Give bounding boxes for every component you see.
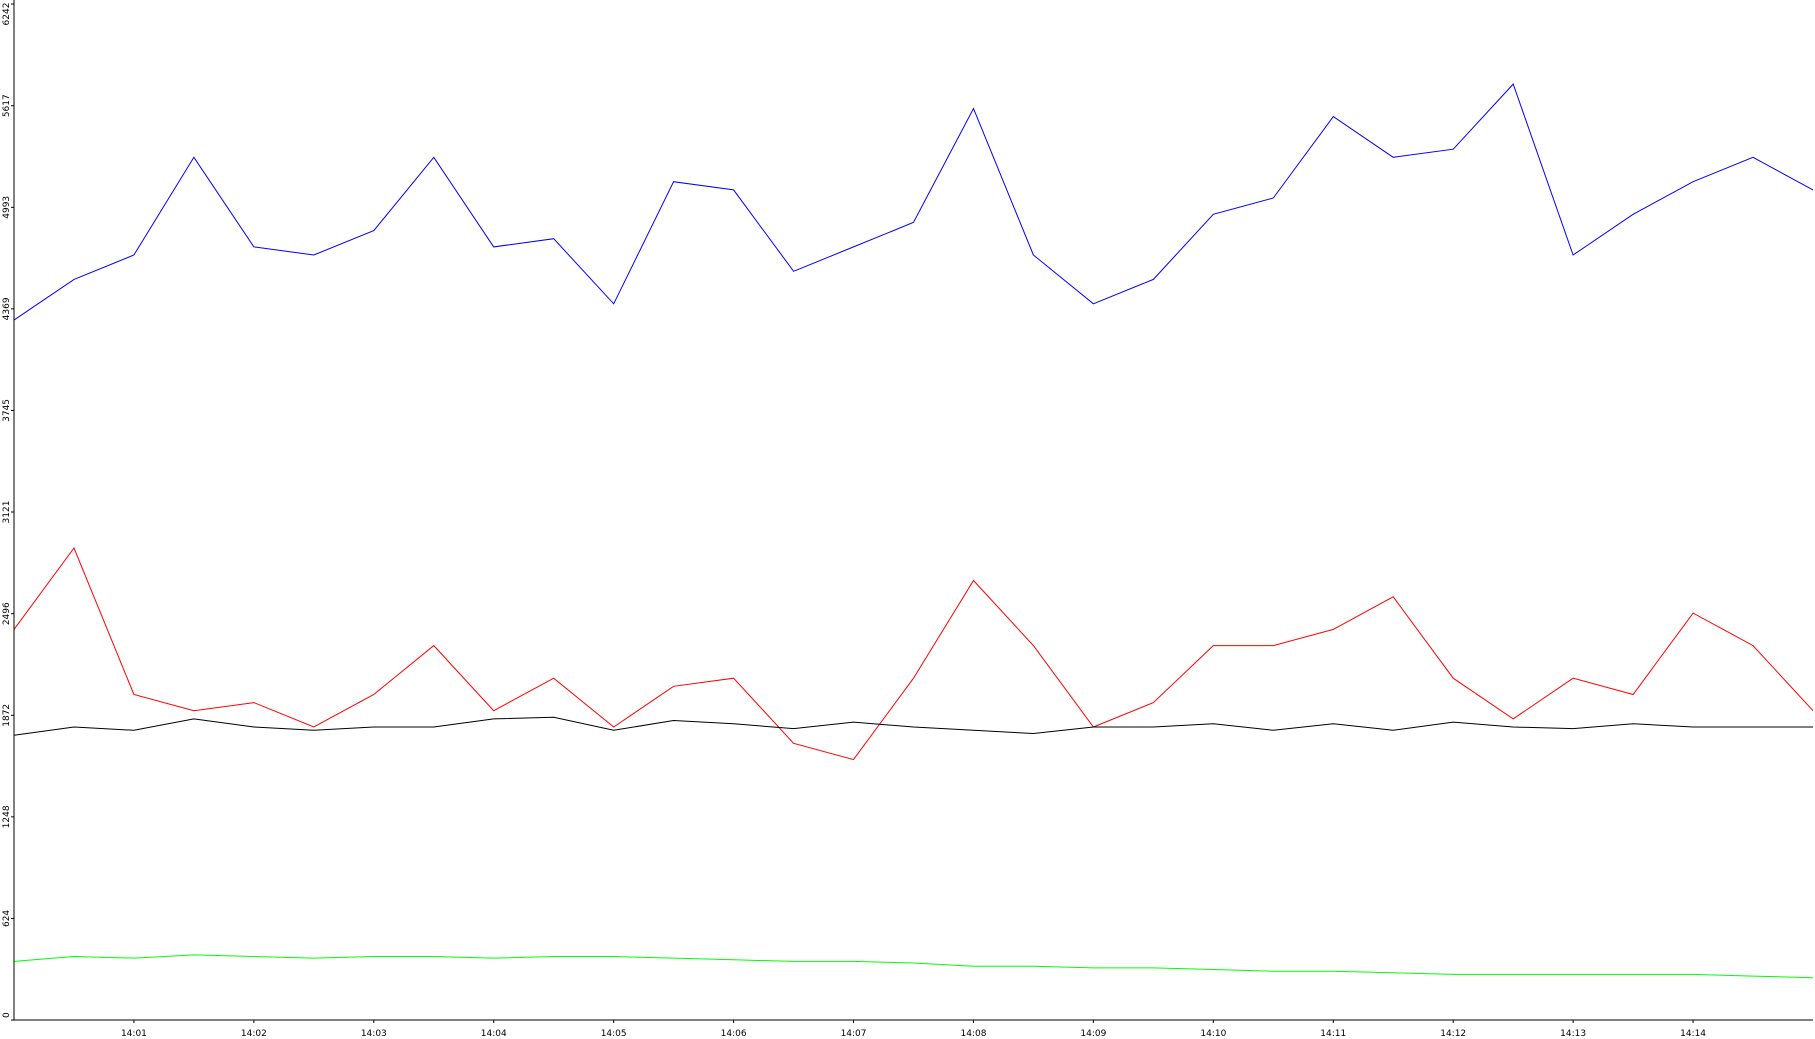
x-tick-label: 14:04 — [481, 1029, 507, 1039]
series-line-1 — [13, 83, 1814, 321]
y-tick-label: 2496 — [2, 602, 12, 625]
series-line-3 — [13, 716, 1813, 736]
x-tick-label: 14:02 — [241, 1029, 267, 1039]
y-axis-ticks: 0 624 1248 1872 2496 3121 3745 4369 4993 5617 6242 — [2, 3, 14, 1021]
y-tick-label: 1872 — [2, 704, 12, 727]
series-layer — [13, 83, 1814, 979]
y-tick-label: 6242 — [2, 3, 12, 26]
x-tick-label: 14:13 — [1560, 1029, 1586, 1039]
x-tick-label: 14:08 — [960, 1029, 986, 1039]
series-line-2 — [13, 546, 1814, 761]
x-tick-label: 14:11 — [1320, 1029, 1346, 1039]
x-tick-label: 14:03 — [361, 1029, 387, 1039]
x-tick-label: 14:05 — [601, 1029, 627, 1039]
x-tick-label: 14:07 — [841, 1029, 867, 1039]
x-tick-label: 14:12 — [1440, 1029, 1466, 1039]
x-tick-label: 14:14 — [1680, 1029, 1706, 1039]
y-tick-label: 3745 — [2, 399, 12, 422]
x-axis-ticks: 14:01 14:02 14:03 14:04 14:05 14:06 14:07 14:08… — [121, 1020, 1706, 1039]
y-tick-label: 4369 — [2, 297, 12, 320]
x-tick-label: 14:01 — [121, 1029, 147, 1039]
x-tick-label: 14:09 — [1080, 1029, 1106, 1039]
y-tick-label: 1248 — [2, 805, 12, 828]
y-tick-label: 624 — [2, 910, 12, 927]
x-tick-label: 14:06 — [721, 1029, 747, 1039]
x-tick-label: 14:10 — [1200, 1029, 1226, 1039]
y-tick-label: 0 — [2, 1012, 12, 1018]
series-line-4 — [13, 954, 1814, 979]
y-tick-label: 4993 — [2, 196, 12, 219]
axes-layer — [13, 0, 1813, 1021]
y-tick-label: 5617 — [2, 94, 12, 117]
y-tick-label: 3121 — [2, 501, 12, 524]
